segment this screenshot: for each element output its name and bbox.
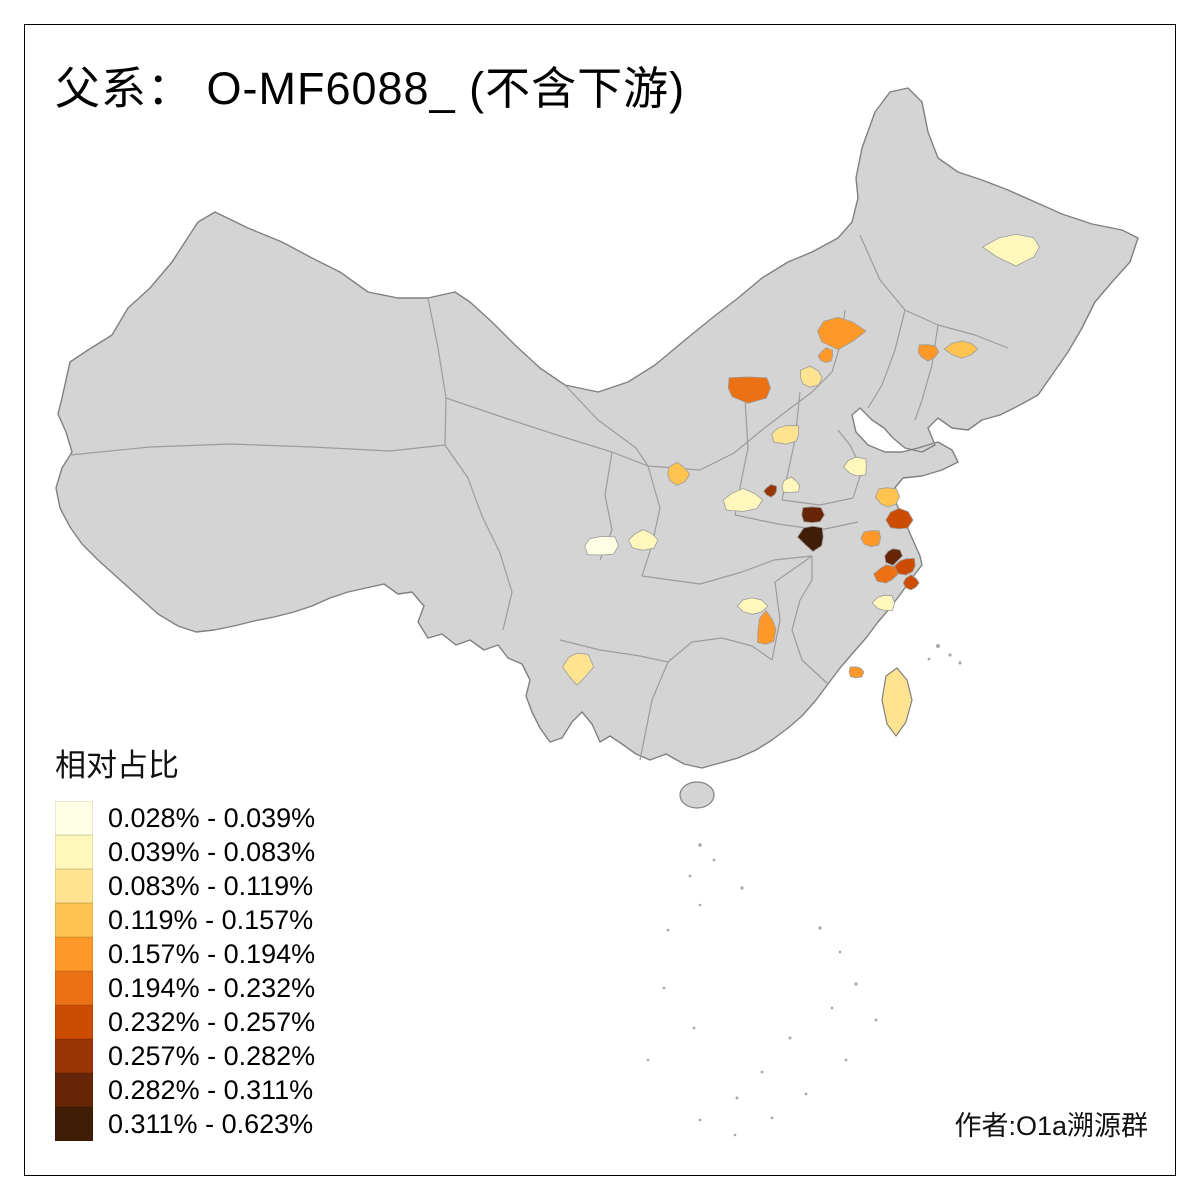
map-region (727, 376, 771, 404)
map-region (893, 557, 916, 576)
map-region (902, 574, 920, 591)
legend-items: 0.028% - 0.039% 0.039% - 0.083% 0.083% - 0… (55, 801, 315, 1141)
legend-swatch (55, 835, 93, 869)
hainan-island (679, 781, 715, 809)
legend-item: 0.157% - 0.194% (55, 937, 315, 971)
legend-swatch (55, 1073, 93, 1107)
legend-item: 0.083% - 0.119% (55, 869, 315, 903)
map-region (843, 456, 867, 477)
map-region (943, 340, 979, 359)
legend-item: 0.282% - 0.311% (55, 1073, 315, 1107)
map-region (917, 344, 940, 362)
map-region (860, 530, 882, 548)
map-region (817, 347, 834, 363)
map-region (763, 484, 778, 498)
legend-swatch (55, 1039, 93, 1073)
map-region (736, 597, 769, 615)
map-region (873, 564, 899, 584)
legend: 相对占比 0.028% - 0.039% 0.039% - 0.083% 0.083… (55, 740, 315, 1141)
legend-swatch (55, 903, 93, 937)
figure-title: 父系： O-MF6088_ (不含下游) (55, 63, 686, 114)
legend-item: 0.194% - 0.232% (55, 971, 315, 1005)
legend-swatch (55, 801, 93, 835)
legend-title: 相对占比 (55, 748, 179, 783)
map-region (584, 536, 619, 556)
map-region (628, 529, 659, 551)
legend-label: 0.028% - 0.039% (108, 802, 316, 833)
map-region (771, 425, 800, 445)
province-borders (69, 234, 1009, 761)
map-region (757, 609, 777, 645)
map-region (800, 365, 823, 388)
legend-item: 0.119% - 0.157% (55, 903, 315, 937)
map-region (885, 507, 914, 530)
legend-item: 0.039% - 0.083% (55, 835, 315, 869)
legend-swatch (55, 1107, 93, 1141)
legend-swatch (55, 1005, 93, 1039)
legend-swatch (55, 869, 93, 903)
map-region (981, 233, 1040, 267)
legend-label: 0.311% - 0.623% (108, 1108, 314, 1139)
map-region (884, 548, 903, 566)
map-region (801, 506, 825, 524)
map-region (817, 316, 867, 351)
china-mainland (55, 87, 1139, 769)
map-region (781, 476, 801, 493)
legend-item: 0.232% - 0.257% (55, 1005, 315, 1039)
small-islands (646, 644, 962, 1137)
legend-swatch (55, 971, 93, 1005)
legend-item: 0.257% - 0.282% (55, 1039, 315, 1073)
legend-label: 0.157% - 0.194% (108, 938, 316, 969)
legend-label: 0.083% - 0.119% (108, 870, 314, 901)
legend-label: 0.257% - 0.282% (108, 1040, 316, 1071)
taiwan-island (881, 667, 913, 738)
map-region (722, 488, 764, 512)
highlighted-regions (562, 233, 1040, 686)
legend-item: 0.028% - 0.039% (55, 801, 315, 835)
map-region (871, 594, 896, 611)
legend-label: 0.282% - 0.311% (108, 1074, 314, 1105)
author-credit: 作者:O1a溯源群 (954, 1111, 1148, 1141)
legend-label: 0.039% - 0.083% (108, 836, 316, 867)
map-region (796, 525, 824, 553)
map-region (562, 652, 595, 686)
legend-label: 0.194% - 0.232% (108, 972, 316, 1003)
map-region (667, 461, 691, 486)
map-region (874, 487, 901, 508)
legend-label: 0.119% - 0.157% (108, 904, 314, 935)
legend-item: 0.311% - 0.623% (55, 1107, 315, 1141)
legend-label: 0.232% - 0.257% (108, 1006, 316, 1037)
map-region (848, 666, 865, 679)
legend-swatch (55, 937, 93, 971)
